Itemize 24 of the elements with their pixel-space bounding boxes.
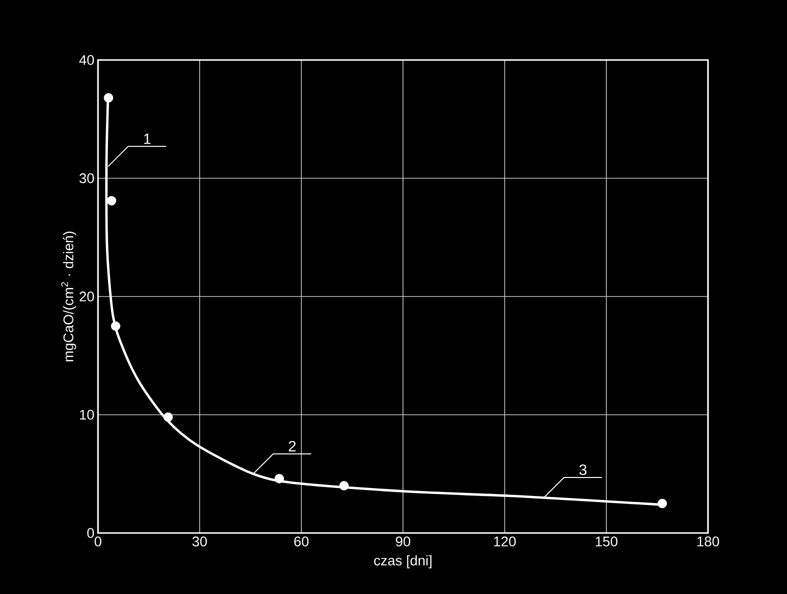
point <box>163 412 173 422</box>
annotation: 1 <box>144 134 151 144</box>
annotation: 2 <box>288 440 296 452</box>
annotation: 3 <box>579 464 586 476</box>
x-tick-label: 30 <box>192 536 207 546</box>
x-tick-label: 150 <box>596 536 618 546</box>
y-tick-label: 0 <box>87 528 94 538</box>
x-axis-title: czas [dni] <box>374 555 432 568</box>
x-tick-label: 60 <box>294 536 309 546</box>
point <box>274 474 284 484</box>
y-tick-label: 20 <box>80 292 94 302</box>
x-tick-label: 180 <box>697 536 720 546</box>
point <box>339 481 349 490</box>
point <box>110 321 120 331</box>
point <box>106 196 116 206</box>
x-tick-label: 90 <box>396 536 410 546</box>
y-tick-label: 30 <box>79 173 94 184</box>
y-axis-title: mgCaO/(cm$^{2}$ · dzień) <box>61 232 76 362</box>
y-tick-label: 10 <box>80 410 94 420</box>
point <box>658 498 667 508</box>
y-tick-label: 40 <box>79 55 94 65</box>
x-tick-label: 0 <box>94 536 102 546</box>
x-tick-label: 120 <box>494 536 516 546</box>
point <box>104 93 114 103</box>
